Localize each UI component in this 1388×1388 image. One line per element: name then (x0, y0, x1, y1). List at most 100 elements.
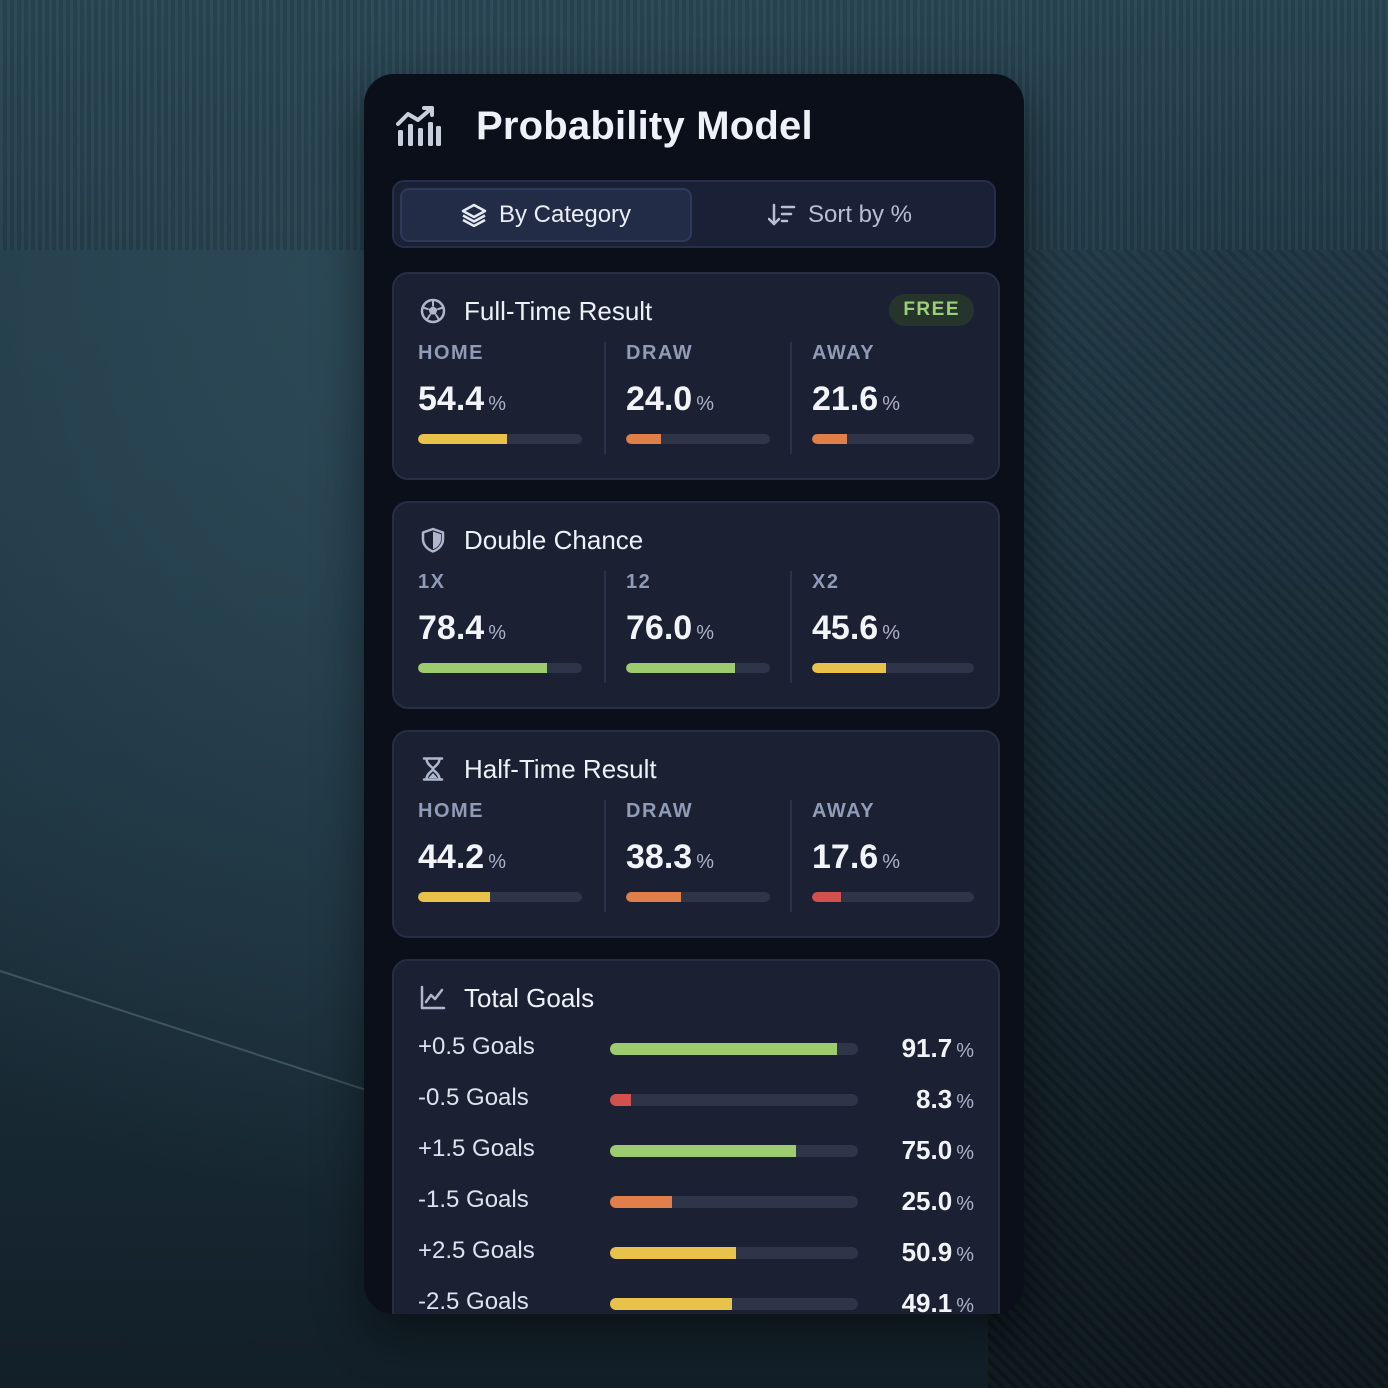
goal-value: 25.0% (902, 1186, 974, 1217)
outcome-label: 1X (418, 571, 446, 593)
percent-sign: % (956, 1193, 974, 1215)
probability-bar (626, 663, 770, 673)
section-title: Half-Time Result (464, 753, 657, 784)
probability-card: Probability Model By Category Sort by % (364, 74, 1024, 1314)
value-number: 54.4 (418, 380, 485, 418)
bar-chart-trend-icon (396, 106, 441, 146)
goal-label: +0.5 Goals (418, 1033, 535, 1060)
goal-label: -0.5 Goals (418, 1084, 529, 1111)
column-divider (604, 342, 606, 454)
goal-probability-bar-fill (610, 1298, 732, 1310)
goal-value: 50.9% (902, 1237, 974, 1268)
outcome-value: 38.3% (626, 838, 770, 877)
goal-row: -1.5 Goals 25.0% (418, 1182, 974, 1222)
percent-sign: % (488, 393, 506, 415)
probability-bar-fill (418, 663, 547, 673)
probability-bar (418, 892, 582, 902)
outcome-label: HOME (418, 342, 484, 364)
outcome-label: AWAY (812, 342, 876, 364)
probability-column: X2 45.6% (812, 571, 974, 683)
probability-column: HOME 54.4% (418, 342, 582, 454)
goal-probability-bar (610, 1094, 858, 1106)
column-divider (604, 800, 606, 912)
value-number: 8.3 (916, 1084, 953, 1114)
probability-bar-fill (812, 663, 886, 673)
percent-sign: % (882, 851, 900, 873)
by-category-button[interactable]: By Category (400, 188, 692, 242)
probability-bar-fill (418, 892, 491, 902)
outcome-value: 45.6% (812, 609, 974, 648)
total-goals-header: Total Goals (420, 983, 594, 1013)
value-number: 24.0 (626, 380, 693, 418)
goal-probability-bar-fill (610, 1043, 838, 1055)
goal-probability-bar-fill (610, 1247, 737, 1259)
value-number: 21.6 (812, 380, 879, 418)
probability-bar-fill (626, 434, 661, 444)
value-number: 91.7 (901, 1033, 953, 1063)
goal-probability-bar-fill (610, 1094, 631, 1106)
sort-by-percent-button[interactable]: Sort by % (694, 188, 986, 242)
hourglass-icon (422, 757, 444, 781)
probability-bar-fill (812, 434, 847, 444)
card-header: Probability Model (396, 104, 813, 148)
percent-sign: % (882, 393, 900, 415)
goal-row: +0.5 Goals 91.7% (418, 1029, 974, 1069)
column-divider (790, 342, 792, 454)
goal-label: -1.5 Goals (418, 1186, 529, 1213)
sort-by-label: Sort by % (807, 201, 913, 228)
value-number: 17.6 (812, 838, 879, 876)
percent-sign: % (956, 1244, 974, 1266)
double-chance-header: Double Chance (420, 525, 643, 555)
outcome-value: 24.0% (626, 380, 770, 419)
shield-icon (421, 527, 445, 553)
value-number: 75.0 (901, 1135, 953, 1165)
percent-sign: % (956, 1040, 974, 1062)
page-title: Probability Model (476, 103, 813, 148)
section-title: Double Chance (464, 524, 644, 555)
view-toggle: By Category Sort by % (392, 180, 996, 248)
goal-value: 8.3% (916, 1084, 974, 1115)
value-number: 49.1 (901, 1288, 953, 1314)
outcome-label: 12 (626, 571, 652, 593)
line-chart-icon (420, 985, 446, 1010)
goal-probability-bar (610, 1043, 858, 1055)
value-number: 44.2 (418, 838, 485, 876)
percent-sign: % (696, 393, 714, 415)
value-number: 50.9 (901, 1237, 953, 1267)
percent-sign: % (956, 1142, 974, 1164)
percent-sign: % (488, 622, 506, 644)
goal-row: +2.5 Goals 50.9% (418, 1233, 974, 1273)
probability-column: AWAY 17.6% (812, 800, 974, 912)
column-divider (790, 800, 792, 912)
goal-probability-bar (610, 1247, 858, 1259)
probability-bar-fill (626, 892, 682, 902)
full-time-result-header: Full-Time Result (420, 296, 652, 326)
half-time-result-section: Half-Time Result HOME 44.2% DRAW 38.3% AWAY 1… (392, 730, 1000, 938)
probability-bar (812, 434, 974, 444)
goal-probability-bar (610, 1298, 858, 1310)
value-number: 38.3 (626, 838, 693, 876)
column-divider (604, 571, 606, 683)
section-title: Total Goals (464, 982, 595, 1013)
probability-bar (418, 434, 582, 444)
value-number: 45.6 (812, 609, 879, 647)
goal-label: -2.5 Goals (418, 1288, 529, 1314)
outcome-value: 44.2% (418, 838, 582, 877)
probability-bar (812, 892, 974, 902)
outcome-label: AWAY (812, 800, 876, 822)
goal-value: 49.1% (902, 1288, 974, 1314)
section-title: Full-Time Result (464, 295, 653, 326)
outcome-value: 54.4% (418, 380, 582, 419)
probability-bar-fill (418, 434, 508, 444)
probability-column: DRAW 38.3% (626, 800, 770, 912)
goal-label: +1.5 Goals (418, 1135, 535, 1162)
free-badge: FREE (889, 294, 974, 326)
goal-label: +2.5 Goals (418, 1237, 535, 1264)
goal-value: 75.0% (902, 1135, 974, 1166)
probability-column: AWAY 21.6% (812, 342, 974, 454)
goal-row: +1.5 Goals 75.0% (418, 1131, 974, 1171)
sort-descending-icon (767, 203, 796, 226)
probability-bar (418, 663, 582, 673)
probability-column: 1X 78.4% (418, 571, 582, 683)
outcome-label: X2 (812, 571, 840, 593)
